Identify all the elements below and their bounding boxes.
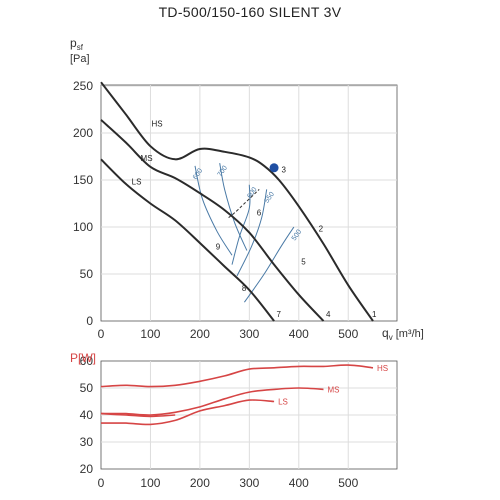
pressure-curves: [100, 81, 374, 322]
pressure-ylabel: psf: [70, 36, 84, 52]
noise-curve: [194, 165, 233, 256]
pressure-xtick-label: 300: [239, 327, 259, 341]
power-curve-ls: [100, 399, 275, 426]
power-series-label: MS: [328, 385, 340, 394]
power-ytick-label: 30: [80, 435, 94, 449]
pressure-ytick-label: 200: [73, 126, 93, 140]
pressure-tick-labels: 0 100 200 300 400 500 0 50 100 150 200 250: [73, 79, 359, 341]
pressure-yunit: [Pa]: [70, 53, 90, 65]
pressure-xtick-label: 0: [98, 327, 105, 341]
power-ytick-label: 50: [80, 381, 94, 395]
pressure-xtick-label: 400: [289, 327, 309, 341]
power-ytick-label: 40: [80, 408, 94, 422]
noise-curve: [243, 226, 295, 303]
pressure-ytick-label: 0: [86, 314, 93, 328]
curve-annotation: 1: [372, 310, 377, 319]
power-plot-area: 0 100 200 300 400 500 20 30 40 50 60 HS MS LS: [80, 354, 398, 490]
noise-curve-label: 600: [246, 186, 258, 200]
curve-annotation: HS: [151, 119, 162, 128]
curve-annotation: 2: [319, 225, 324, 234]
pressure-xtick-label: 500: [338, 327, 358, 341]
pressure-ytick-label: 50: [80, 267, 94, 281]
pressure-ytick-label: 150: [73, 173, 93, 187]
chart-title: TD-500/150-160 SILENT 3V: [158, 4, 342, 20]
pressure-plot-area: 0 100 200 300 400 500 0 50 100 150 200 250 600 700 60…: [73, 79, 398, 341]
power-curves: [100, 364, 374, 426]
noise-curve-label: 550: [264, 191, 276, 205]
pressure-annotations: HS MS LS 1 2 3 4 5 6 7 8 9: [132, 119, 377, 319]
noise-curve-label: 500: [291, 228, 303, 242]
power-ytick-label: 20: [80, 462, 94, 476]
noise-curve-label: 700: [217, 165, 229, 179]
noise-curve: [236, 189, 268, 277]
noise-curve-label: 600: [192, 167, 204, 181]
noise-curve: [219, 163, 248, 251]
curve-annotation: MS: [141, 154, 153, 163]
power-curve-ms: [100, 387, 324, 416]
curve-annotation: 5: [301, 258, 306, 267]
noise-curve: [231, 184, 251, 265]
curve-annotation: 8: [242, 284, 247, 293]
operating-point: [269, 163, 279, 173]
pressure-curve-ms: [100, 119, 325, 322]
curve-annotation: 7: [277, 310, 282, 319]
curve-annotation: 6: [257, 209, 262, 218]
pressure-curve-hs: [100, 81, 374, 322]
power-xtick-label: 300: [239, 476, 259, 490]
curve-annotation: LS: [132, 178, 142, 187]
curve-annotation: 3: [281, 165, 286, 174]
curve-annotation: 9: [216, 243, 221, 252]
pressure-xtick-label: 100: [140, 327, 160, 341]
power-curve-hs: [100, 364, 374, 388]
pressure-grid: [100, 84, 398, 322]
pressure-ytick-label: 250: [73, 79, 93, 93]
power-curve-extra: [100, 412, 176, 418]
power-xtick-label: 100: [140, 476, 160, 490]
pressure-xtick-label: 200: [190, 327, 210, 341]
power-ytick-label: 60: [80, 354, 94, 368]
power-xtick-label: 0: [98, 476, 105, 490]
power-series-label: HS: [377, 364, 388, 373]
power-series-label: LS: [278, 398, 288, 407]
pressure-curve-ls: [100, 158, 275, 322]
system-curve: [228, 189, 260, 218]
power-annotations: HS MS LS: [278, 364, 388, 407]
curve-annotation: 4: [326, 310, 331, 319]
pressure-ytick-label: 100: [73, 220, 93, 234]
power-xtick-label: 500: [338, 476, 358, 490]
pressure-xlabel: qv [m³/h]: [382, 326, 424, 342]
power-xtick-label: 400: [289, 476, 309, 490]
power-tick-labels: 0 100 200 300 400 500 20 30 40 50 60: [80, 354, 359, 490]
power-ylabel: P[W]: [70, 351, 96, 365]
power-xtick-label: 200: [190, 476, 210, 490]
